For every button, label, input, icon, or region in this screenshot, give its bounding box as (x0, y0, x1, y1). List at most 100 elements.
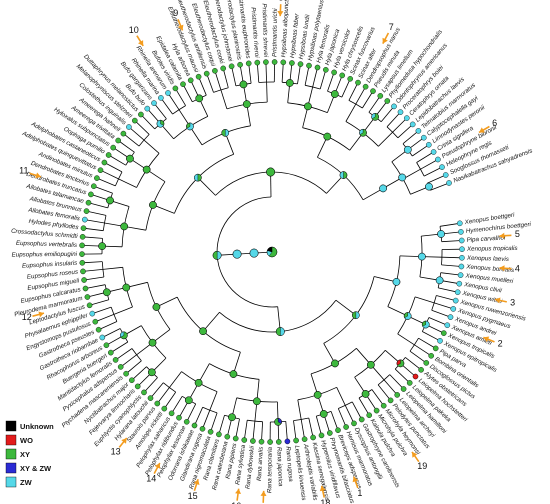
arrow-icon (38, 311, 44, 318)
tip-dot (459, 246, 465, 252)
callout-number: 12 (22, 312, 32, 322)
node-pie (239, 80, 248, 89)
tip-dot (85, 199, 92, 206)
tip-dot (195, 73, 202, 80)
tip-dot (458, 263, 465, 270)
tip-dot (241, 437, 248, 443)
tip-dot (454, 289, 461, 296)
tip-dot (339, 72, 346, 79)
tip-dot (318, 432, 325, 439)
tip-label: Rana dybowskii (245, 445, 256, 489)
node-pie (421, 320, 430, 329)
arrow-icon (138, 40, 144, 46)
tip-dot (280, 59, 287, 66)
tip-dot (82, 216, 88, 223)
tip-label: Pristimantis urichi (271, 8, 279, 57)
node-pie (106, 196, 114, 205)
tip-dot (117, 364, 124, 370)
callout-16: 16 (231, 488, 241, 504)
node-pie (199, 327, 207, 335)
arrow-icon (479, 127, 485, 133)
tip-dot (439, 164, 445, 170)
node-pie (98, 242, 106, 250)
tip-label: Pristimantis riveroi (249, 7, 260, 59)
callout-12: 12 (22, 311, 45, 322)
tip-dot (110, 144, 116, 151)
tip-dot (228, 63, 235, 70)
node-pie (149, 201, 157, 209)
tip-dot (452, 297, 459, 304)
tip-dot (112, 357, 119, 363)
tip-dot (289, 60, 295, 66)
callout-number: 3 (510, 297, 515, 307)
tip-dot (409, 121, 416, 128)
arrow-icon (154, 463, 161, 469)
callout-number: 6 (492, 118, 497, 128)
callout-number: 4 (515, 264, 520, 274)
node-pie (425, 182, 433, 191)
tip-dot (82, 285, 89, 292)
node-pie (194, 173, 202, 182)
callout-number: 15 (188, 491, 198, 501)
arrow-icon (495, 297, 501, 304)
tip-dot (432, 345, 439, 352)
node-pie (103, 288, 111, 297)
tip-dot (391, 103, 397, 110)
tip-dot (293, 437, 299, 444)
arrow-icon (499, 265, 505, 272)
tip-dot (207, 428, 214, 435)
tip-dot (358, 416, 365, 423)
tip-dot (450, 306, 457, 312)
node-pie (313, 391, 322, 399)
tip-dot (457, 272, 464, 278)
node-pie (418, 252, 426, 261)
tip-dot (144, 105, 151, 112)
tip-dot (331, 69, 337, 76)
tip-dot (446, 180, 452, 186)
arrow-icon (235, 488, 241, 494)
tip-dot (79, 259, 86, 266)
arrow-icon (193, 479, 200, 485)
node-pie (266, 167, 275, 177)
tip-dot (384, 98, 391, 104)
legend-swatch (5, 476, 17, 488)
tip-dot (403, 115, 410, 121)
tip-dot (343, 424, 349, 430)
node-pie (403, 312, 412, 320)
tip-dot (418, 366, 424, 373)
tip-dot (101, 159, 108, 166)
tip-dot (99, 334, 106, 341)
tip-dot (94, 175, 100, 181)
callout-number: 16 (231, 501, 241, 504)
tip-dot (347, 76, 354, 82)
tip-label: Pipa carvalhoi (466, 234, 506, 243)
callout-7: 7 (382, 22, 394, 44)
node-pie (249, 248, 259, 258)
node-pie (228, 413, 236, 422)
tip-dot (314, 64, 321, 71)
node-pie (186, 122, 194, 131)
node-pie (379, 184, 387, 193)
callout-number: 2 (498, 339, 503, 349)
tip-dot (306, 62, 312, 69)
tip-dot (397, 109, 404, 115)
callout-10: 10 (129, 25, 144, 47)
tip-label: Eupsophus vertebralis (16, 240, 77, 249)
tip-dot (237, 61, 243, 68)
arrow-icon (177, 24, 184, 31)
node-pie (396, 359, 405, 368)
node-pie (232, 249, 242, 259)
tip-dot (387, 397, 394, 404)
callout-number: 14 (146, 473, 156, 483)
callout-8: 8 (277, 0, 283, 17)
node-pie (285, 79, 294, 87)
tip-dot (440, 330, 447, 336)
tip-dot (88, 191, 94, 198)
tip-dot (103, 342, 110, 349)
arrow-icon (319, 485, 326, 492)
node-pie (437, 230, 445, 238)
arrow-icon (352, 476, 359, 483)
tip-dot (191, 422, 198, 429)
tip-label: Xenopus tropicalis (466, 245, 518, 253)
